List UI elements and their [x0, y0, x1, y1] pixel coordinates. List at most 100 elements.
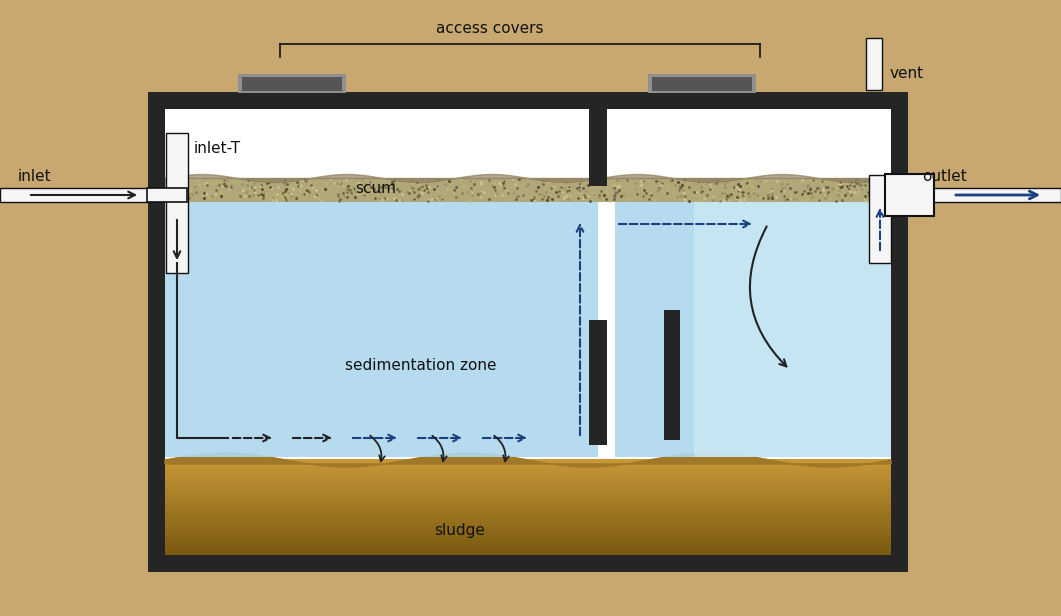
- Bar: [166, 500, 891, 501]
- Bar: [653, 77, 752, 91]
- Bar: [166, 485, 891, 487]
- Bar: [166, 506, 891, 509]
- Bar: [885, 174, 934, 216]
- Bar: [166, 460, 891, 463]
- Bar: [166, 491, 891, 493]
- Bar: [166, 480, 891, 482]
- Bar: [166, 537, 891, 540]
- Bar: [166, 535, 891, 537]
- Bar: [166, 497, 891, 499]
- Bar: [166, 501, 891, 503]
- Bar: [166, 545, 891, 546]
- Bar: [869, 175, 891, 263]
- Text: outlet: outlet: [922, 169, 967, 184]
- Bar: [166, 133, 188, 273]
- Bar: [166, 463, 891, 464]
- Bar: [147, 188, 187, 202]
- Bar: [166, 474, 891, 477]
- Bar: [166, 530, 891, 532]
- Bar: [166, 538, 891, 541]
- Bar: [166, 476, 891, 478]
- Bar: [166, 486, 891, 488]
- Bar: [166, 504, 891, 506]
- Text: scum: scum: [355, 181, 396, 196]
- Bar: [147, 92, 908, 572]
- Bar: [166, 532, 891, 533]
- Bar: [166, 502, 891, 504]
- Bar: [166, 478, 891, 480]
- Bar: [166, 482, 891, 484]
- Bar: [166, 473, 891, 476]
- Bar: [166, 523, 891, 525]
- Text: access covers: access covers: [436, 20, 543, 36]
- Bar: [166, 541, 891, 543]
- Bar: [694, 202, 891, 457]
- Bar: [166, 534, 891, 536]
- Bar: [166, 466, 891, 468]
- Bar: [166, 522, 891, 524]
- Bar: [166, 498, 891, 500]
- Bar: [615, 202, 891, 457]
- Bar: [166, 519, 891, 522]
- Bar: [166, 508, 891, 510]
- Bar: [166, 525, 891, 528]
- Bar: [166, 528, 891, 530]
- Bar: [166, 493, 891, 496]
- Bar: [166, 549, 891, 551]
- Bar: [166, 461, 891, 464]
- Bar: [664, 310, 680, 440]
- Bar: [166, 469, 891, 471]
- Text: inlet-T: inlet-T: [194, 141, 241, 156]
- Bar: [238, 74, 346, 93]
- Bar: [166, 178, 891, 202]
- Bar: [166, 533, 891, 535]
- Bar: [166, 492, 891, 495]
- Bar: [166, 519, 891, 521]
- Bar: [166, 521, 891, 523]
- Bar: [166, 488, 891, 491]
- Polygon shape: [166, 453, 891, 467]
- Text: sludge: sludge: [435, 523, 486, 538]
- Bar: [166, 487, 891, 490]
- Bar: [166, 546, 891, 548]
- Bar: [166, 553, 891, 555]
- Bar: [166, 510, 891, 513]
- Bar: [166, 548, 891, 550]
- Bar: [166, 469, 891, 472]
- Bar: [166, 495, 891, 497]
- Bar: [166, 472, 891, 474]
- Bar: [242, 77, 342, 91]
- Bar: [166, 527, 891, 529]
- Bar: [166, 542, 891, 545]
- Bar: [866, 38, 882, 90]
- Text: sedimentation zone: sedimentation zone: [345, 358, 497, 373]
- Bar: [166, 483, 891, 485]
- Bar: [166, 515, 891, 517]
- Bar: [166, 468, 891, 469]
- Bar: [166, 505, 891, 508]
- Text: inlet: inlet: [18, 169, 52, 184]
- Bar: [166, 524, 891, 527]
- Bar: [166, 547, 891, 549]
- Bar: [589, 320, 607, 445]
- Bar: [166, 514, 891, 516]
- Bar: [166, 465, 891, 467]
- Bar: [166, 496, 891, 498]
- Bar: [166, 464, 891, 466]
- Bar: [166, 109, 891, 555]
- Bar: [166, 503, 891, 505]
- Bar: [166, 511, 891, 514]
- Bar: [166, 484, 891, 486]
- Bar: [0, 188, 152, 202]
- Bar: [166, 551, 891, 554]
- Bar: [166, 516, 891, 518]
- Text: vent: vent: [890, 66, 924, 81]
- Bar: [166, 479, 891, 481]
- Bar: [166, 551, 891, 553]
- Bar: [166, 477, 891, 479]
- Bar: [166, 490, 891, 492]
- Bar: [166, 517, 891, 519]
- Bar: [166, 543, 891, 546]
- Bar: [166, 513, 891, 514]
- Bar: [589, 107, 607, 186]
